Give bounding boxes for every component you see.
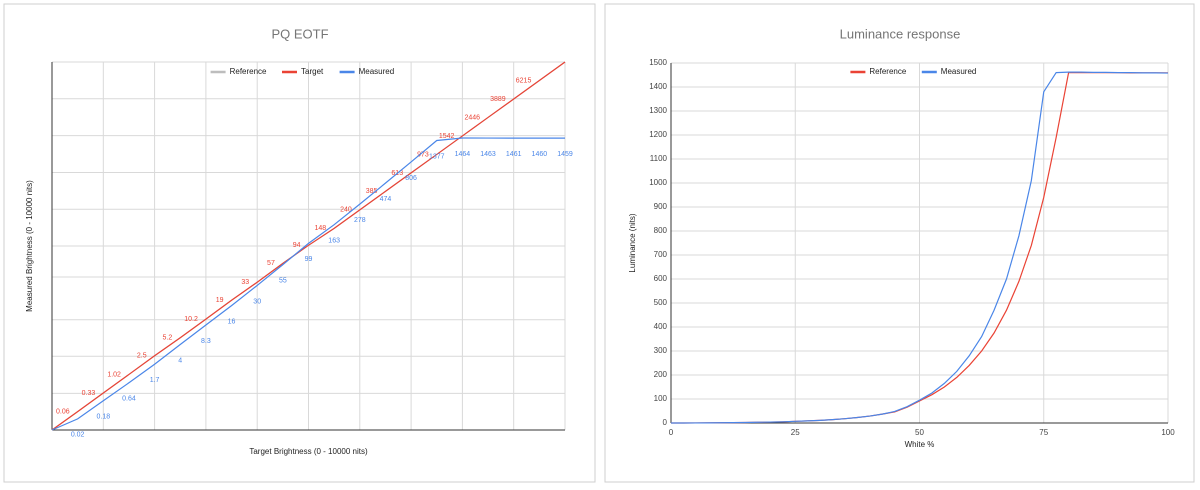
y-tick-label: 1200 [649,130,667,139]
x-tick-label: 100 [1161,428,1175,437]
y-tick-label: 1100 [650,154,668,163]
data-label: 5.2 [163,335,173,342]
y-tick-label: 300 [654,346,668,355]
data-label: 278 [354,217,366,224]
series-line [51,137,566,431]
chart-title: PQ EOTF [271,26,328,41]
data-label: 0.33 [82,390,96,397]
data-label: 474 [380,196,392,203]
y-tick-label: 1400 [649,82,667,91]
series-line [671,71,1169,424]
y-tick-label: 1000 [649,178,667,187]
legend-label: Measured [941,67,977,76]
x-tick-label: 75 [1039,428,1048,437]
y-tick-label: 800 [654,226,668,235]
data-label: 163 [328,238,340,245]
data-label: 1377 [429,153,445,160]
data-label: 1459 [557,151,573,158]
legend-label: Target [301,67,324,76]
y-axis-title: Luminance (nits) [628,213,637,272]
y-tick-label: 400 [654,322,668,331]
data-label: 2446 [464,114,480,121]
data-label: 57 [267,260,275,267]
y-tick-label: 0 [663,418,668,427]
data-label: 0.06 [56,408,70,415]
data-label: 30 [253,298,261,305]
data-label: 1542 [439,133,455,140]
data-label: 99 [305,256,313,263]
chart-title: Luminance response [840,26,961,41]
data-label: 19 [216,297,224,304]
x-tick-label: 25 [791,428,800,437]
data-label: 16 [228,318,236,325]
data-label: 1464 [455,151,471,158]
data-label: 148 [314,225,326,232]
data-label: 3889 [490,96,506,103]
x-tick-label: 0 [669,428,674,437]
data-label: 0.18 [96,414,110,421]
data-label: 6215 [516,77,532,84]
data-label: 1.7 [150,377,160,384]
y-axis-title: Measured Brightness (0 - 10000 nits) [25,180,34,312]
data-label: 0.64 [122,396,136,403]
y-tick-label: 200 [654,370,668,379]
data-label: 55 [279,277,287,284]
data-label: 4 [178,357,182,364]
y-tick-label: 700 [654,250,668,259]
data-label: 1460 [532,151,548,158]
data-label: 1463 [480,151,496,158]
data-label: 240 [340,207,352,214]
data-label: 2.5 [137,353,147,360]
y-tick-label: 500 [654,298,668,307]
y-tick-label: 600 [654,274,668,283]
panel-right [604,3,1195,483]
y-tick-label: 1500 [649,58,667,67]
data-label: 0.02 [71,432,85,439]
panel-left [3,3,596,483]
data-label: 1.02 [107,371,121,378]
data-label: 1461 [506,151,522,158]
data-label: 806 [405,175,417,182]
series-line [51,61,566,431]
legend-label: Reference [230,67,267,76]
data-label: 10.2 [184,316,198,323]
y-tick-label: 100 [654,394,668,403]
data-label: 8.3 [201,338,211,345]
data-label: 33 [241,279,249,286]
data-label: 385 [366,188,378,195]
data-label: 973 [417,151,429,158]
x-axis-title: White % [905,440,935,449]
x-axis-title: Target Brightness (0 - 10000 nits) [249,447,368,456]
x-tick-label: 50 [915,428,924,437]
legend-label: Measured [359,67,395,76]
y-tick-label: 900 [654,202,668,211]
data-label: 94 [293,242,301,249]
legend-label: Reference [869,67,906,76]
y-tick-label: 1300 [649,106,667,115]
